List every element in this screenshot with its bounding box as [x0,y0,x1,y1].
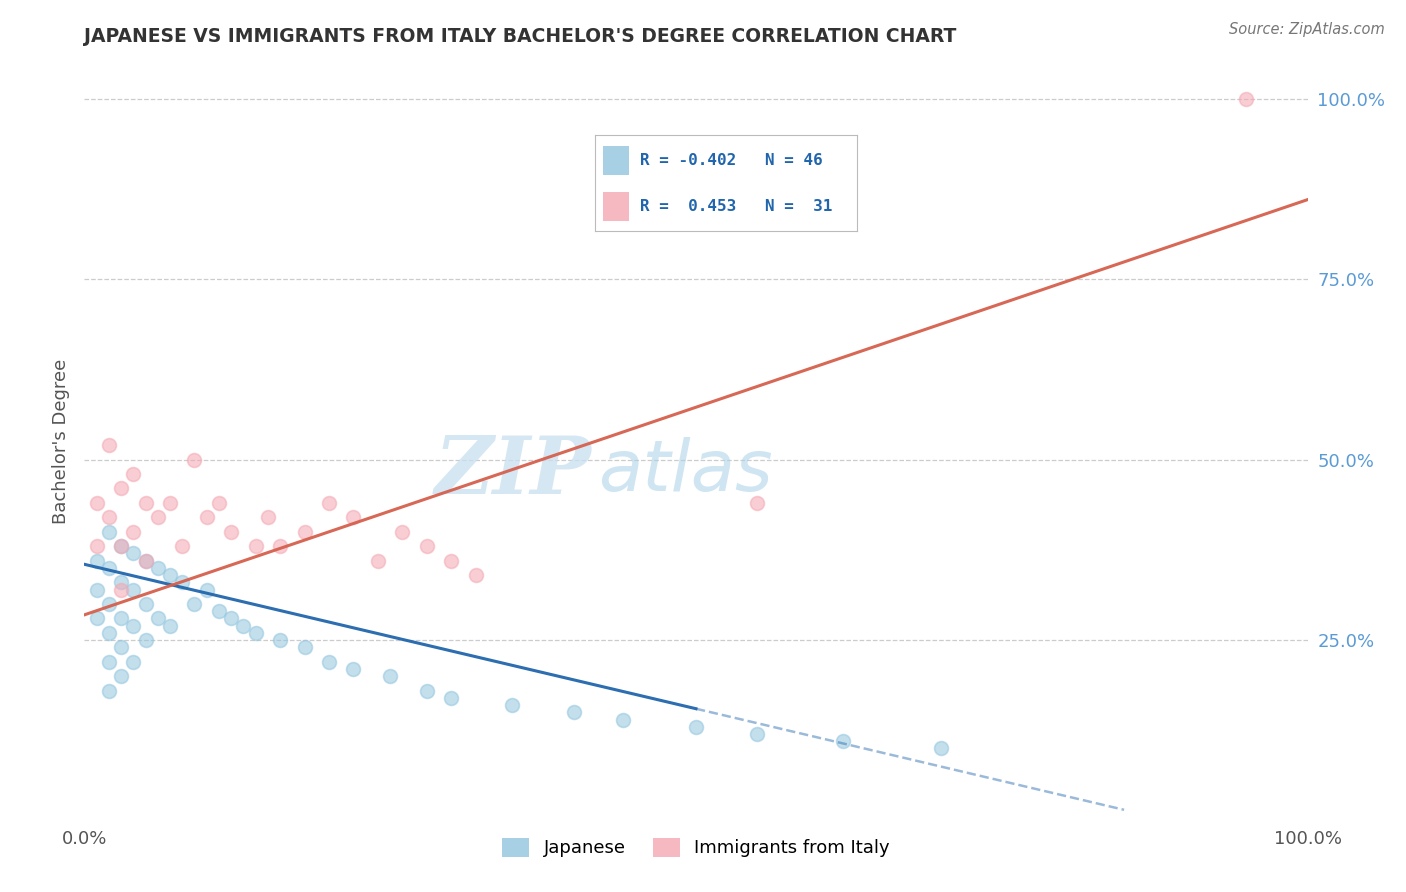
Point [183,597,205,611]
Point [318,496,340,510]
Point [122,582,145,597]
FancyBboxPatch shape [603,146,630,175]
Point [110,575,132,590]
Point [97,510,120,524]
Point [97,524,120,539]
Legend: Japanese, Immigrants from Italy: Japanese, Immigrants from Italy [495,830,897,864]
Text: Source: ZipAtlas.com: Source: ZipAtlas.com [1229,22,1385,37]
Text: N = 46: N = 46 [765,153,823,168]
Point [219,611,242,625]
Point [146,611,169,625]
Point [269,539,291,553]
Point [685,720,707,734]
Point [245,539,267,553]
Point [257,510,280,524]
Y-axis label: Bachelor's Degree: Bachelor's Degree [52,359,70,524]
Point [294,640,316,655]
Text: R =  0.453: R = 0.453 [640,199,735,214]
Point [208,604,231,618]
Point [367,554,389,568]
Point [97,655,120,669]
Point [245,626,267,640]
Point [929,741,952,756]
Point [135,633,157,648]
Point [110,640,132,655]
Point [110,669,132,683]
Point [135,554,157,568]
Point [97,597,120,611]
Point [391,524,413,539]
Point [97,438,120,452]
Point [416,539,439,553]
Point [464,568,486,582]
Point [97,683,120,698]
Point [110,582,132,597]
Point [831,734,853,748]
Text: JAPANESE VS IMMIGRANTS FROM ITALY BACHELOR'S DEGREE CORRELATION CHART: JAPANESE VS IMMIGRANTS FROM ITALY BACHEL… [84,27,956,45]
Point [269,633,291,648]
Point [195,510,218,524]
Point [122,546,145,560]
Point [318,655,340,669]
Point [1236,91,1258,105]
Point [416,683,439,698]
Point [122,618,145,632]
Point [110,539,132,553]
Point [110,611,132,625]
Point [183,452,205,467]
Point [159,496,181,510]
Point [294,524,316,539]
Point [747,496,769,510]
Text: ZIP: ZIP [434,434,592,510]
Point [135,597,157,611]
Point [342,510,364,524]
Point [502,698,524,712]
Point [219,524,242,539]
Point [146,510,169,524]
Point [122,655,145,669]
Point [86,539,108,553]
Point [208,496,231,510]
Point [122,524,145,539]
Point [172,575,194,590]
Point [110,539,132,553]
Point [232,618,254,632]
Point [135,554,157,568]
Point [110,482,132,496]
Point [380,669,402,683]
Point [159,568,181,582]
Point [440,554,463,568]
Point [159,618,181,632]
Point [86,554,108,568]
Point [97,561,120,575]
Text: N =  31: N = 31 [765,199,832,214]
Point [612,713,634,727]
Point [172,539,194,553]
Text: R = -0.402: R = -0.402 [640,153,735,168]
Point [122,467,145,481]
Text: atlas: atlas [598,437,773,507]
Point [86,611,108,625]
Point [97,626,120,640]
Point [195,582,218,597]
Point [135,496,157,510]
Point [562,706,585,720]
Point [342,662,364,676]
FancyBboxPatch shape [603,192,630,221]
Point [146,561,169,575]
Point [440,690,463,705]
Point [86,496,108,510]
Point [86,582,108,597]
Point [747,727,769,741]
